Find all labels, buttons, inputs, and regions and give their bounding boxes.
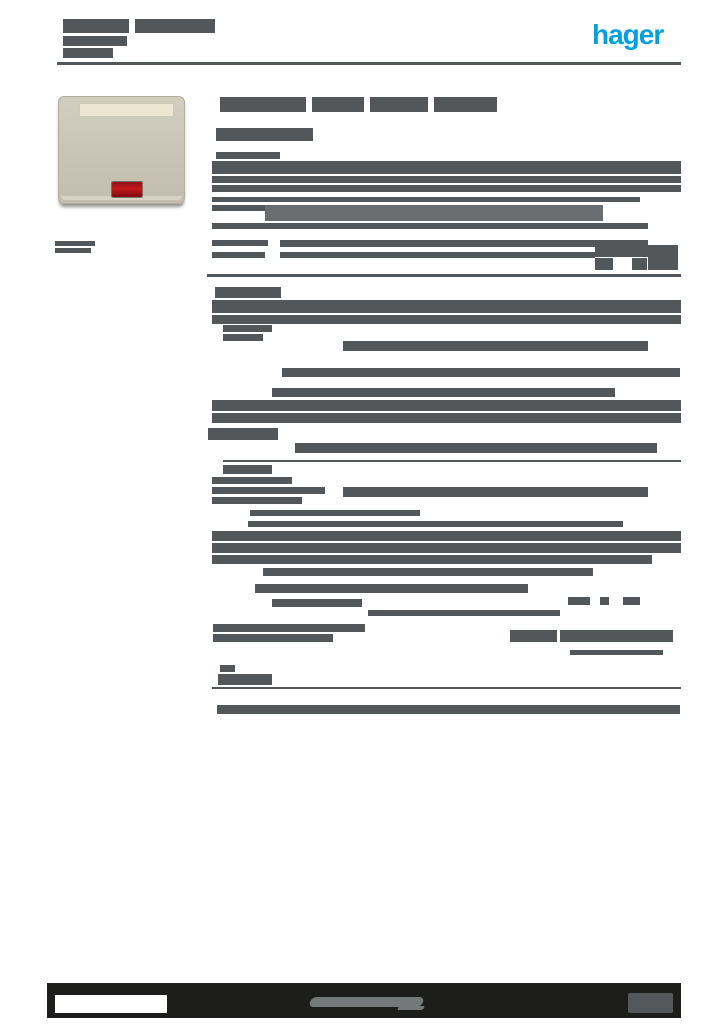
section3-right-value-bar xyxy=(560,630,673,642)
section3-right-value-bar xyxy=(510,630,557,642)
section3-right-value-bar xyxy=(568,597,590,605)
section-divider-rule xyxy=(207,274,681,277)
product-title-bar xyxy=(370,97,428,112)
switch-plate xyxy=(58,96,185,204)
section2-heading-bar xyxy=(215,287,281,298)
section1-paragraph-bar xyxy=(212,161,681,174)
section2-row-label-bar xyxy=(223,325,272,332)
section1-right-badge-bar xyxy=(595,258,613,270)
section4-heading-bar xyxy=(218,674,272,685)
section2-row-value-bar xyxy=(295,443,657,453)
section1-row-value-bar xyxy=(265,197,640,202)
section3-right-value-bar xyxy=(600,597,609,605)
section3-row-value-bar xyxy=(248,521,623,527)
switch-label-field xyxy=(79,103,174,117)
footer-logo-box xyxy=(55,995,167,1013)
rocker-bottom-edge xyxy=(61,196,182,200)
section3-row-label-bar xyxy=(212,497,302,504)
photo-caption-bar xyxy=(55,241,95,246)
section2-row-bar xyxy=(212,413,681,423)
section3-right-note-bar xyxy=(570,650,663,655)
section2-row-label-bar xyxy=(223,334,263,341)
section3-row-value-bar xyxy=(255,584,528,593)
section3-row-value-bar xyxy=(250,510,420,516)
section3-row-label-bar xyxy=(212,477,292,484)
header-subtitle-bar xyxy=(63,36,127,46)
section1-paragraph-bar xyxy=(212,185,681,192)
section3-row-value-bar xyxy=(263,568,593,576)
section1-row-label-bar xyxy=(212,240,268,246)
section3-row-bar xyxy=(212,555,652,564)
section1-row-label-bar xyxy=(212,205,265,211)
product-photo xyxy=(58,96,185,204)
section3-row-bar xyxy=(212,543,681,553)
section1-right-badge-bar xyxy=(595,245,648,257)
footer-script-text-tail xyxy=(396,1006,426,1010)
section3-row-bar xyxy=(212,531,681,541)
product-title-bar xyxy=(220,97,306,112)
section1-row-value-bar xyxy=(265,223,648,229)
section3-heading-bar xyxy=(223,465,272,474)
order-number-bar xyxy=(216,128,313,141)
section1-row-label-bar xyxy=(212,197,265,202)
section4-info-icon xyxy=(220,665,235,672)
section2-row-label-bar xyxy=(208,428,278,440)
section3-row-label-bar xyxy=(272,599,362,607)
section3-row-label-bar xyxy=(213,624,365,632)
section3-row-label-bar xyxy=(213,634,333,642)
section-divider-rule xyxy=(212,687,681,689)
section1-label-bar xyxy=(216,152,280,159)
section3-row-label-bar xyxy=(212,487,325,494)
red-indicator-lens xyxy=(112,182,142,197)
header-title-bar xyxy=(135,19,215,33)
section-divider-rule xyxy=(223,460,681,462)
header-title-bar xyxy=(63,19,129,33)
section1-row-value-bar xyxy=(280,240,648,247)
section2-row-bar xyxy=(212,300,681,313)
section1-paragraph-bar xyxy=(212,176,681,183)
section1-row-value-bar xyxy=(265,205,603,221)
section1-row-value-bar xyxy=(280,252,595,258)
section1-right-badge-bar xyxy=(648,245,678,270)
section2-row-value-bar xyxy=(343,341,648,351)
section3-row-value-bar xyxy=(343,487,648,497)
section1-right-badge-bar xyxy=(632,258,647,270)
header-rule xyxy=(57,62,681,65)
hager-logo: hager xyxy=(592,19,664,50)
section1-row-label-bar xyxy=(212,252,265,258)
section2-row-value-bar xyxy=(272,388,615,397)
section1-row-label-bar xyxy=(212,223,265,229)
section3-right-value-bar xyxy=(623,597,640,605)
section2-row-bar xyxy=(212,315,681,324)
footer-page-block xyxy=(628,993,673,1013)
product-title-bar xyxy=(312,97,364,112)
footer-band xyxy=(47,983,681,1018)
section4-note-bar xyxy=(217,705,680,714)
header-refnumber-bar xyxy=(63,48,113,58)
product-title-bar xyxy=(434,97,497,112)
section2-row-value-bar xyxy=(282,368,680,377)
section3-row-value-bar xyxy=(368,610,560,616)
section2-row-bar xyxy=(212,400,681,411)
photo-caption-bar xyxy=(55,248,91,253)
